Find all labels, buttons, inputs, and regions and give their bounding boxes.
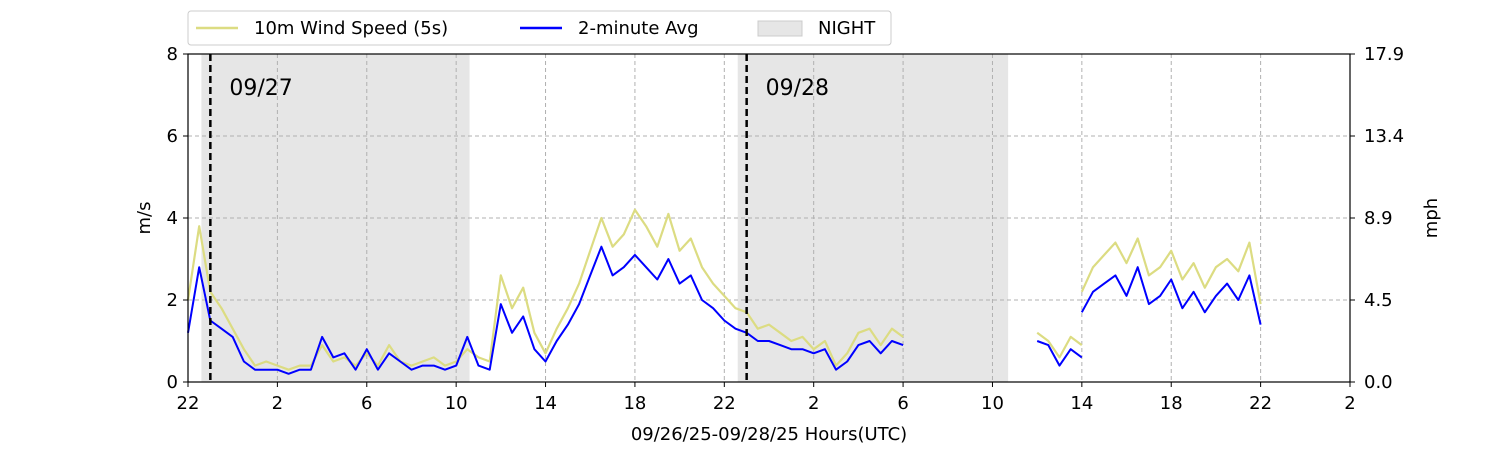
legend-label-wind-speed: 10m Wind Speed (5s) xyxy=(254,18,448,39)
y-axis-left-label: m/s xyxy=(134,202,155,235)
y-tick-label-right: 17.9 xyxy=(1364,44,1404,65)
y-axis-right-ticks: 0.0 4.5 8.9 13.4 17.9 xyxy=(1350,44,1404,393)
series-line-2min-avg xyxy=(187,245,904,375)
y-axis-left-ticks: 0 2 4 6 8 xyxy=(167,44,188,393)
night-shading xyxy=(201,54,1009,382)
x-tick-label: 10 xyxy=(445,393,468,414)
series-line-wind-speed xyxy=(186,208,904,371)
x-tick-label: 22 xyxy=(1249,393,1272,414)
y-tick-label-left: 2 xyxy=(167,290,178,311)
x-tick-label: 22 xyxy=(713,393,736,414)
y-tick-label-left: 4 xyxy=(167,208,178,229)
legend-label-2min-avg: 2-minute Avg xyxy=(578,18,699,39)
x-axis-label: 09/26/25-09/28/25 Hours(UTC) xyxy=(631,424,907,445)
y-tick-label-right: 8.9 xyxy=(1364,208,1393,229)
legend: 10m Wind Speed (5s) 2-minute Avg NIGHT xyxy=(187,10,892,46)
midnight-date-label: 09/28 xyxy=(766,76,829,101)
y-tick-label-left: 0 xyxy=(167,372,178,393)
x-tick-label: 6 xyxy=(897,393,908,414)
x-tick-label: 2 xyxy=(272,393,283,414)
series-line-2min-avg xyxy=(1080,266,1262,325)
y-tick-label-right: 0.0 xyxy=(1364,372,1393,393)
x-tick-label: 18 xyxy=(623,393,646,414)
y-tick-label-right: 4.5 xyxy=(1364,290,1393,311)
x-tick-label: 14 xyxy=(1070,393,1093,414)
legend-swatch-night xyxy=(757,20,803,37)
midnight-markers: 09/27 09/28 xyxy=(209,54,829,382)
x-tick-label: 18 xyxy=(1160,393,1183,414)
legend-label-night: NIGHT xyxy=(818,18,876,39)
series-line-wind-speed xyxy=(1036,331,1083,359)
x-axis-ticks: 22 2 6 10 14 18 22 2 6 10 14 18 22 2 xyxy=(177,382,1356,414)
series-line-wind-speed xyxy=(1080,237,1262,305)
y-axis-right-label: mph xyxy=(1421,198,1442,238)
x-tick-label: 10 xyxy=(981,393,1004,414)
grid-lines xyxy=(188,54,1350,382)
midnight-date-label: 09/27 xyxy=(229,76,292,101)
x-tick-label: 14 xyxy=(534,393,557,414)
series-line-2min-avg xyxy=(1036,340,1083,367)
x-tick-label: 2 xyxy=(1344,393,1355,414)
x-tick-label: 2 xyxy=(808,393,819,414)
y-tick-label-left: 8 xyxy=(167,44,178,65)
x-tick-label: 22 xyxy=(177,393,200,414)
night-band xyxy=(737,54,1009,382)
x-tick-label: 6 xyxy=(361,393,372,414)
series-lines xyxy=(186,208,1262,375)
y-tick-label-right: 13.4 xyxy=(1364,126,1404,147)
y-tick-label-left: 6 xyxy=(167,126,178,147)
